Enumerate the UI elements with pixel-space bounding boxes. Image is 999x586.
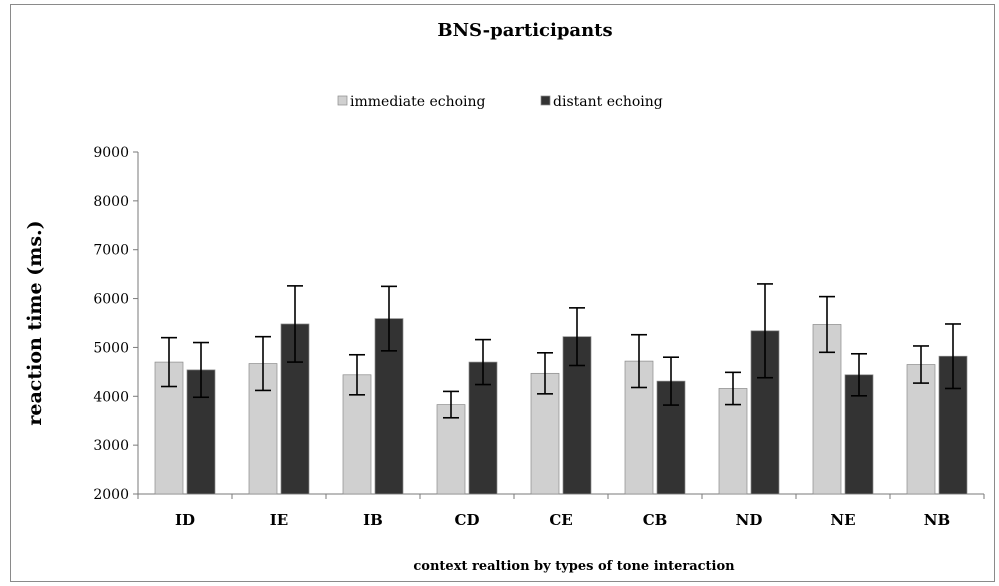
- x-axis-label: context realtion by types of tone intera…: [413, 559, 735, 574]
- y-tick-label: 2000: [93, 487, 129, 503]
- y-axis-ticks: 2000 3000 4000 5000 6000 7000 8000 9000: [93, 145, 138, 503]
- bars: [154, 318, 968, 495]
- bar-immediate-nb: [906, 364, 936, 495]
- chart-title: BNS-participants: [437, 20, 612, 41]
- x-tick-label: IB: [363, 511, 383, 529]
- error-bar: [349, 353, 365, 396]
- x-tick-label: NB: [924, 511, 950, 529]
- x-tick-label: IE: [270, 511, 288, 529]
- x-tick-label: CE: [549, 511, 572, 529]
- legend-swatch: [337, 95, 348, 106]
- y-tick-label: 7000: [93, 243, 129, 259]
- y-tick-label: 4000: [93, 389, 129, 405]
- error-bar: [443, 390, 459, 419]
- error-bar: [255, 335, 271, 392]
- bar-immediate-nd: [718, 388, 748, 495]
- x-tick-label: NE: [830, 511, 855, 529]
- error-bar: [475, 338, 491, 386]
- error-bar: [725, 371, 741, 406]
- error-bars: [161, 283, 961, 419]
- legend-swatch: [540, 95, 551, 106]
- error-bar: [819, 295, 835, 354]
- y-tick-label: 3000: [93, 438, 129, 454]
- error-bar: [913, 345, 929, 384]
- error-bar: [851, 352, 867, 397]
- y-tick-label: 6000: [93, 292, 129, 308]
- x-tick-label: ID: [175, 511, 195, 529]
- legend-label: immediate echoing: [350, 94, 486, 110]
- error-bar: [945, 323, 961, 390]
- legend: immediate echoing distant echoing: [337, 94, 663, 110]
- y-tick-label: 8000: [93, 194, 129, 210]
- bar-distant-ie: [280, 323, 310, 495]
- error-bar: [757, 283, 773, 379]
- x-tick-label: CB: [643, 511, 668, 529]
- y-tick-label: 5000: [93, 340, 129, 356]
- error-bar: [663, 356, 679, 406]
- y-tick-label: 9000: [93, 145, 129, 161]
- bar-immediate-ie: [248, 363, 278, 495]
- error-bar: [537, 352, 553, 395]
- y-axis-label: reaction time (ms.): [24, 220, 46, 425]
- error-bar: [381, 285, 397, 352]
- legend-label: distant echoing: [553, 94, 663, 110]
- error-bar: [161, 336, 177, 388]
- x-tick-label: CD: [455, 511, 480, 529]
- error-bar: [287, 285, 303, 363]
- bar-immediate-cd: [436, 404, 466, 495]
- error-bar: [193, 341, 209, 399]
- error-bar: [569, 307, 585, 367]
- x-axis-ticks: ID IE IB CD CE CB ND NE NB: [137, 494, 985, 529]
- x-tick-label: ND: [736, 511, 763, 529]
- error-bar: [631, 333, 647, 389]
